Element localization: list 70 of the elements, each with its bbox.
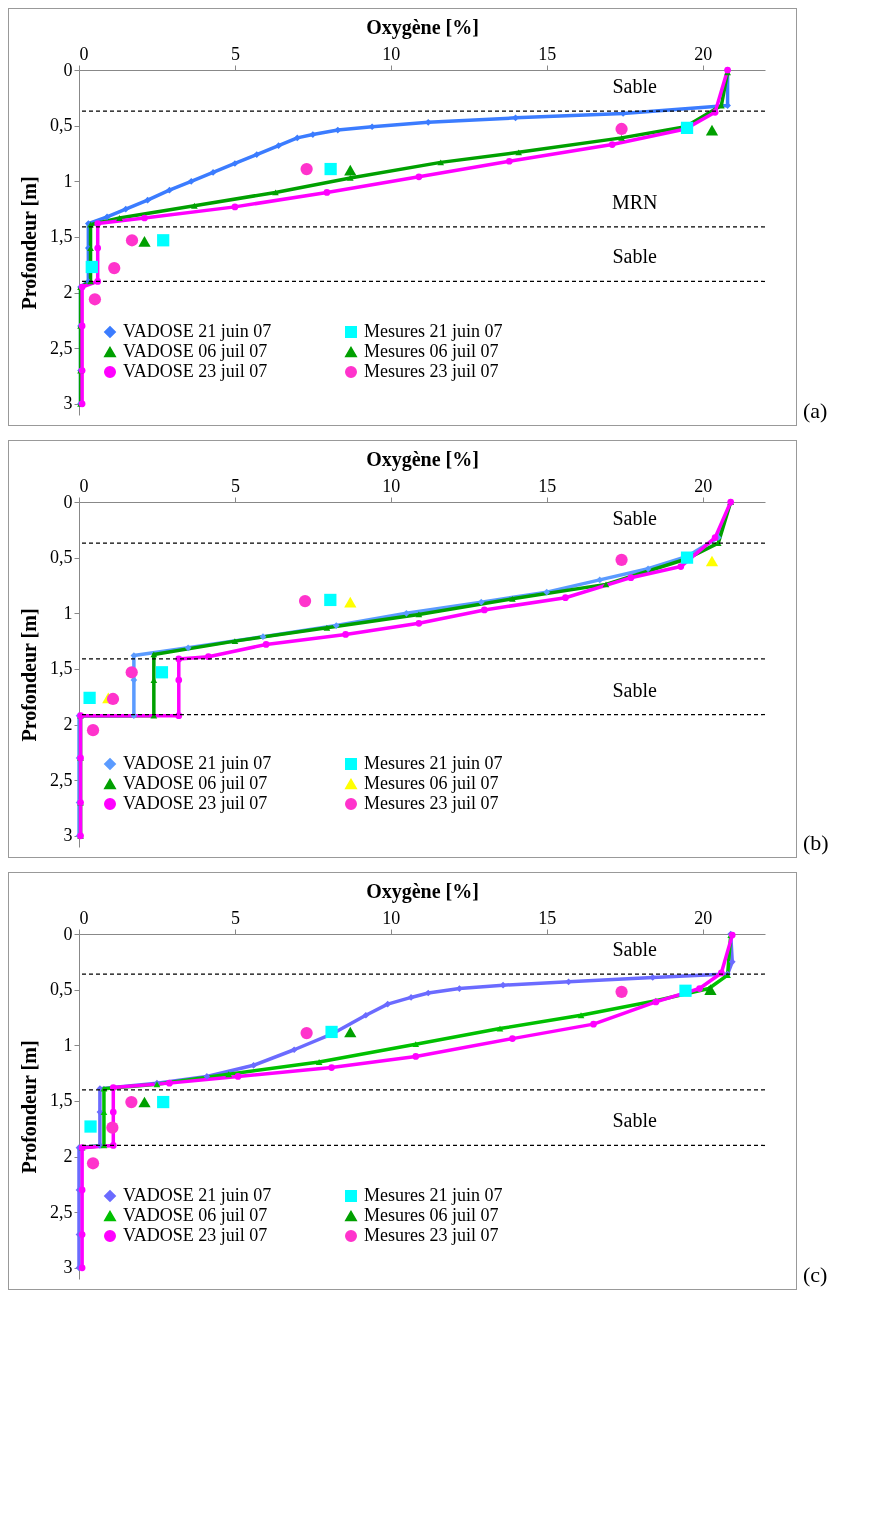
ref-line-label: Sable: [612, 1109, 657, 1132]
legend-label: Mesures 06 juil 07: [364, 1205, 499, 1225]
x-tick-label: 15: [538, 475, 557, 496]
legend-label: Mesures 21 juin 07: [364, 321, 503, 341]
y-axis-title: Profondeur [m]: [18, 608, 40, 742]
x-tick-label: 5: [230, 907, 240, 928]
y-tick-label: 0: [63, 923, 73, 944]
ref-line-label: Sable: [612, 75, 657, 98]
legend-label: Mesures 23 juil 07: [364, 361, 499, 381]
x-tick-label: 0: [79, 43, 89, 64]
legend-label: Mesures 06 juil 07: [364, 773, 499, 793]
y-tick-label: 2: [63, 282, 73, 303]
x-axis-title: Oxygène [%]: [366, 15, 479, 39]
x-tick-label: 10: [382, 43, 401, 64]
y-tick-label: 0,5: [50, 115, 73, 136]
y-tick-label: 2,5: [50, 337, 73, 358]
legend-label: VADOSE 21 juin 07: [123, 1185, 272, 1205]
legend-label: VADOSE 21 juin 07: [123, 753, 272, 773]
ref-line-label: Sable: [612, 245, 657, 268]
y-tick-label: 3: [63, 1257, 73, 1278]
text: (b): [803, 830, 829, 856]
x-tick-label: 10: [382, 907, 401, 928]
ref-line-label: Sable: [612, 678, 657, 701]
x-tick-label: 0: [79, 907, 89, 928]
y-tick-label: 0: [63, 491, 73, 512]
y-tick-label: 1,5: [50, 1090, 73, 1111]
x-tick-label: 15: [538, 907, 557, 928]
legend-label: Mesures 23 juil 07: [364, 1225, 499, 1245]
y-tick-label: 1: [63, 1034, 73, 1055]
y-tick-label: 1,5: [50, 226, 73, 247]
text: (a): [803, 398, 828, 424]
y-tick-label: 0: [63, 59, 73, 80]
y-axis-title: Profondeur [m]: [18, 1040, 40, 1174]
legend-label: VADOSE 06 juil 07: [123, 341, 268, 361]
x-tick-label: 20: [694, 475, 713, 496]
x-axis-title: Oxygène [%]: [366, 447, 479, 471]
legend-label: Mesures 23 juil 07: [364, 793, 499, 813]
legend-label: Mesures 21 juin 07: [364, 753, 503, 773]
legend-label: VADOSE 23 juil 07: [123, 1225, 268, 1245]
x-tick-label: 5: [230, 475, 240, 496]
x-tick-label: 20: [694, 907, 713, 928]
y-tick-label: 2: [63, 1146, 73, 1167]
x-axis-title: Oxygène [%]: [366, 879, 479, 903]
y-axis-title: Profondeur [m]: [18, 176, 40, 310]
ref-line-label: MRN: [611, 190, 658, 213]
ref-line-label: Sable: [612, 507, 657, 530]
y-tick-label: 1,5: [50, 658, 73, 679]
y-tick-label: 0,5: [50, 547, 73, 568]
x-tick-label: 10: [382, 475, 401, 496]
legend-label: Mesures 06 juil 07: [364, 341, 499, 361]
y-tick-label: 2: [63, 714, 73, 735]
ref-line-label: Sable: [612, 938, 657, 961]
y-tick-label: 0,5: [50, 979, 73, 1000]
x-tick-label: 5: [230, 43, 240, 64]
legend-label: VADOSE 21 juin 07: [123, 321, 272, 341]
legend-label: VADOSE 06 juil 07: [123, 773, 268, 793]
y-tick-label: 2,5: [50, 769, 73, 790]
x-tick-label: 15: [538, 43, 557, 64]
legend-label: Mesures 21 juin 07: [364, 1185, 503, 1205]
text: (c): [803, 1262, 828, 1288]
legend-label: VADOSE 06 juil 07: [123, 1205, 268, 1225]
y-tick-label: 1: [63, 602, 73, 623]
legend-label: VADOSE 23 juil 07: [123, 361, 268, 381]
legend-label: VADOSE 23 juil 07: [123, 793, 268, 813]
y-tick-label: 3: [63, 825, 73, 846]
x-tick-label: 0: [79, 475, 89, 496]
y-tick-label: 2,5: [50, 1201, 73, 1222]
y-tick-label: 1: [63, 170, 73, 191]
y-tick-label: 3: [63, 393, 73, 414]
x-tick-label: 20: [694, 43, 713, 64]
